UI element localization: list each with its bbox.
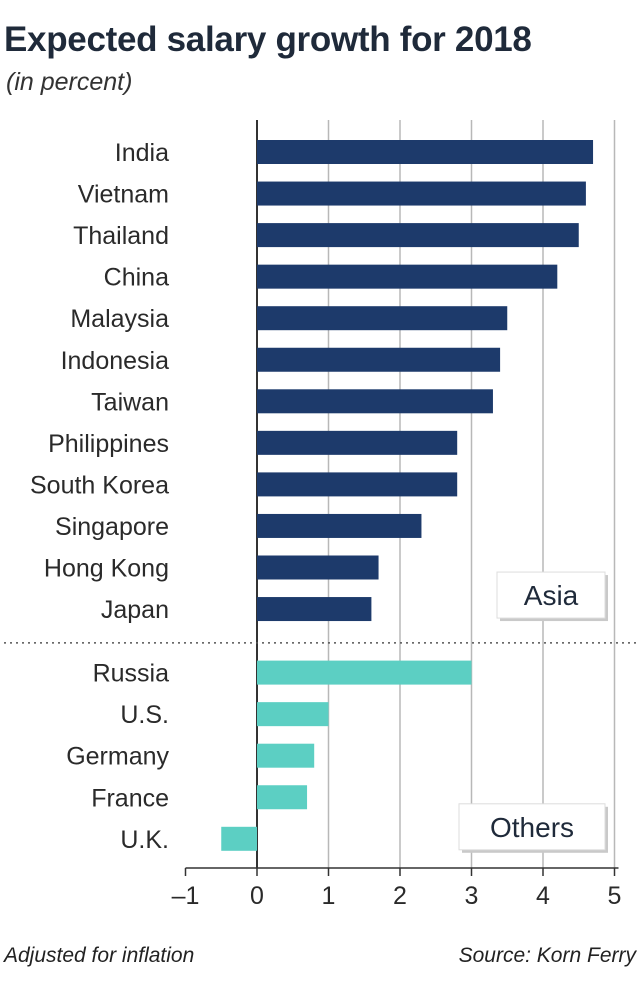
x-tick-label: 5	[608, 882, 622, 910]
bar-china	[257, 264, 558, 289]
bars	[221, 140, 594, 851]
x-tick-label: 0	[250, 882, 264, 910]
category-label: Malaysia	[70, 305, 169, 333]
group-box-bg	[458, 803, 606, 851]
chart-title: Expected salary growth for 2018	[4, 20, 532, 59]
group-box-others: Others	[458, 803, 608, 853]
category-label: South Korea	[30, 471, 169, 499]
bar-france	[257, 785, 308, 810]
x-tick-label: 3	[465, 882, 479, 910]
group-box-bg	[496, 571, 606, 619]
x-tick-label: 1	[322, 882, 336, 910]
bar-malaysia	[257, 306, 508, 331]
category-label: Hong Kong	[44, 555, 169, 583]
source-note: Source: Korn Ferry	[458, 944, 636, 967]
category-labels: India Vietnam Thailand China Malaysia Indones…	[30, 139, 169, 854]
x-tick-label: –1	[172, 882, 200, 910]
bar-u-s	[257, 702, 329, 727]
category-label: Russia	[93, 660, 170, 688]
bar-philippines	[257, 430, 458, 455]
category-label: Singapore	[55, 513, 169, 541]
chart-subtitle: (in percent)	[6, 68, 133, 96]
group-label: Asia	[524, 580, 579, 611]
group-labels: Asia Others	[458, 571, 608, 853]
category-label: Germany	[66, 743, 169, 771]
category-label: Indonesia	[61, 347, 170, 375]
group-box-asia: Asia	[496, 571, 608, 622]
bar-india	[257, 140, 594, 164]
bar-japan	[257, 597, 372, 622]
bar-vietnam	[257, 181, 586, 206]
category-label: Philippines	[48, 430, 169, 458]
bar-hong-kong	[257, 555, 379, 580]
bar-indonesia	[257, 347, 501, 372]
bar-russia	[257, 660, 472, 685]
category-label: Taiwan	[91, 388, 169, 416]
bar-taiwan	[257, 389, 493, 414]
category-label: France	[91, 784, 169, 812]
footnote: Adjusted for inflation	[4, 944, 195, 967]
bar-u-k	[221, 826, 257, 851]
bar-south-korea	[257, 472, 458, 497]
x-tick-label: 4	[536, 882, 550, 910]
category-label: India	[115, 139, 169, 167]
x-tick-label: 2	[393, 882, 407, 910]
bar-germany	[257, 743, 315, 768]
category-label: U.S.	[120, 701, 169, 729]
x-axis-ticks: –1 0 1 2 3 4 5	[172, 867, 622, 910]
bar-thailand	[257, 223, 579, 248]
group-label: Others	[490, 812, 574, 843]
category-label: Japan	[101, 596, 169, 624]
category-label: U.K.	[120, 826, 169, 854]
category-label: Vietnam	[78, 181, 169, 209]
category-label: China	[104, 264, 169, 292]
bar-singapore	[257, 513, 422, 538]
category-label: Thailand	[73, 222, 169, 250]
